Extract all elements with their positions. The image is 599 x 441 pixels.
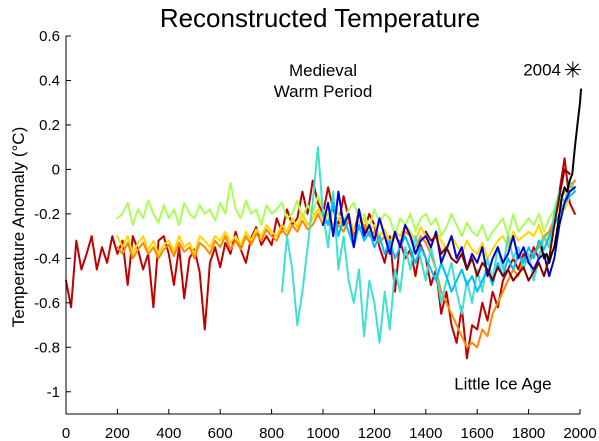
marker-label: 2004 xyxy=(523,60,561,79)
marker-asterisk: ✳ xyxy=(564,58,582,83)
x-tick-label: 400 xyxy=(156,425,181,441)
x-tick-label: 1600 xyxy=(461,425,494,441)
x-tick-label: 1000 xyxy=(306,425,339,441)
chart-title: Reconstructed Temperature xyxy=(160,3,480,33)
y-tick-label: 0 xyxy=(52,161,60,178)
x-tick-label: 1800 xyxy=(512,425,545,441)
x-tick-label: 200 xyxy=(105,425,130,441)
x-tick-label: 1200 xyxy=(358,425,391,441)
x-tick-label: 600 xyxy=(208,425,233,441)
annotations: Medieval Warm Period Little Ice Age 2004 ✳ xyxy=(274,58,583,393)
annotation-line: Warm Period xyxy=(274,82,373,101)
y-tick-label: -0.6 xyxy=(34,295,60,312)
y-axis-label: Temperature Anomaly (°C) xyxy=(9,127,28,327)
x-tick-label: 1400 xyxy=(409,425,442,441)
series-line-5 xyxy=(322,190,576,293)
series-line-4 xyxy=(280,146,576,344)
axes: 0 200 400 600 800 1000 1200 1400 1600 1800 2000 -1 -… xyxy=(34,28,597,441)
y-tick-label: 0.2 xyxy=(39,117,60,134)
series-line-7 xyxy=(424,168,571,282)
y-tick-label: 0.4 xyxy=(39,72,60,89)
series-line-0 xyxy=(65,157,576,360)
x-tick-label: 2000 xyxy=(563,425,596,441)
annotation-line: Medieval xyxy=(289,61,357,80)
series-line-1 xyxy=(116,179,576,242)
y-tick-label: -1 xyxy=(47,384,60,401)
y-tick-label: 0.6 xyxy=(39,28,60,45)
y-tick-label: -0.4 xyxy=(34,250,60,267)
annotation-line: Little Ice Age xyxy=(454,375,551,394)
x-tick-label: 800 xyxy=(259,425,284,441)
y-tick-label: -0.2 xyxy=(34,206,60,223)
series-line-8 xyxy=(540,88,582,264)
x-tick-label: 0 xyxy=(62,425,70,441)
y-tick-label: -0.8 xyxy=(34,339,60,356)
annotation-0: Medieval Warm Period xyxy=(274,61,373,101)
plot-area xyxy=(65,88,582,360)
series-line-6 xyxy=(322,186,576,278)
annotation-1: Little Ice Age xyxy=(454,375,551,394)
